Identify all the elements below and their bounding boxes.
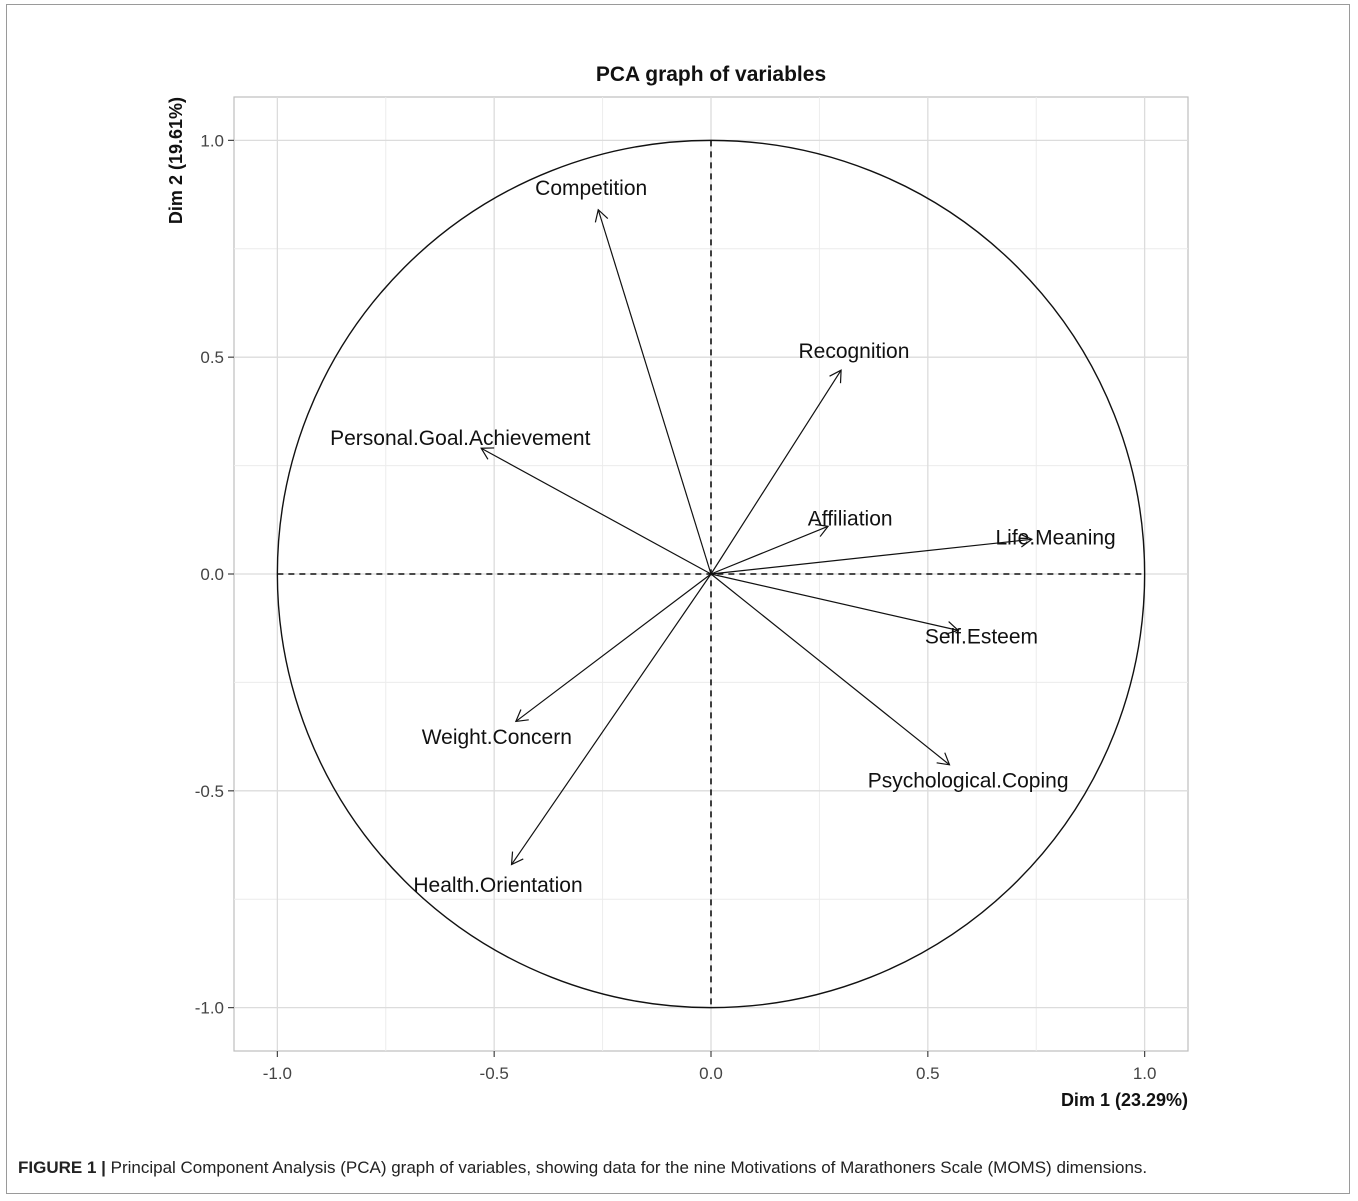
arrow-head xyxy=(815,523,830,537)
arrow-head xyxy=(480,447,495,460)
variable-label: Recognition xyxy=(798,340,909,363)
y-tick-label: 0.0 xyxy=(200,565,224,584)
loading-arrow xyxy=(511,573,712,865)
variable-label: Psychological.Coping xyxy=(868,770,1069,793)
loading-arrow xyxy=(597,209,712,575)
loading-arrow xyxy=(710,538,1032,575)
x-tick-label: 0.0 xyxy=(699,1064,723,1083)
arrow-head xyxy=(829,369,842,384)
arrow-head xyxy=(945,621,960,635)
arrow-head xyxy=(594,208,609,223)
caption-label: FIGURE 1 | xyxy=(18,1158,106,1177)
loading-arrow xyxy=(710,573,959,631)
y-tick-label: -1.0 xyxy=(195,999,224,1018)
variable-label: Self.Esteem xyxy=(925,626,1038,649)
variable-label: Weight.Concern xyxy=(422,726,572,749)
chart-title: PCA graph of variables xyxy=(596,63,826,86)
variable-label: Life.Meaning xyxy=(995,527,1115,550)
figure-caption: FIGURE 1 | Principal Component Analysis … xyxy=(18,1158,1338,1178)
y-tick-label: 1.0 xyxy=(200,131,224,150)
variable-label: Affiliation xyxy=(808,507,893,530)
loading-arrow xyxy=(710,525,829,575)
arrow-head xyxy=(1019,533,1034,548)
arrow-head xyxy=(936,752,951,766)
x-tick-label: 1.0 xyxy=(1133,1064,1157,1083)
x-tick-label: -1.0 xyxy=(263,1064,292,1083)
x-axis-label: Dim 1 (23.29%) xyxy=(1061,1090,1188,1110)
y-tick-label: -0.5 xyxy=(195,782,224,801)
loading-arrow xyxy=(710,573,950,766)
y-axis-label: Dim 2 (19.61%) xyxy=(166,97,186,224)
x-tick-label: 0.5 xyxy=(916,1064,940,1083)
loading-arrows: Competition Recognition Personal.Goal.Achi… xyxy=(330,177,1116,897)
arrow-head xyxy=(514,709,529,723)
loading-arrow xyxy=(710,369,842,575)
variable-label: Personal.Goal.Achievement xyxy=(330,427,590,450)
x-tick-label: -0.5 xyxy=(480,1064,509,1083)
variable-label: Health.Orientation xyxy=(413,874,582,897)
pca-chart: PCA graph of variables -1.0 -0.5 0.0 0.5 1.0… xyxy=(166,63,1189,1110)
variable-label: Competition xyxy=(535,177,647,200)
loading-arrow xyxy=(515,573,712,722)
arrow-head xyxy=(510,851,524,866)
axes: -1.0 -0.5 0.0 0.5 1.0 -1.0 -0.5 0.0 0.5 1.0 xyxy=(195,131,1157,1083)
y-tick-label: 0.5 xyxy=(200,348,224,367)
loading-arrow xyxy=(480,447,712,575)
caption-text: Principal Component Analysis (PCA) graph… xyxy=(105,1158,1148,1177)
figure-frame xyxy=(6,4,1350,1194)
